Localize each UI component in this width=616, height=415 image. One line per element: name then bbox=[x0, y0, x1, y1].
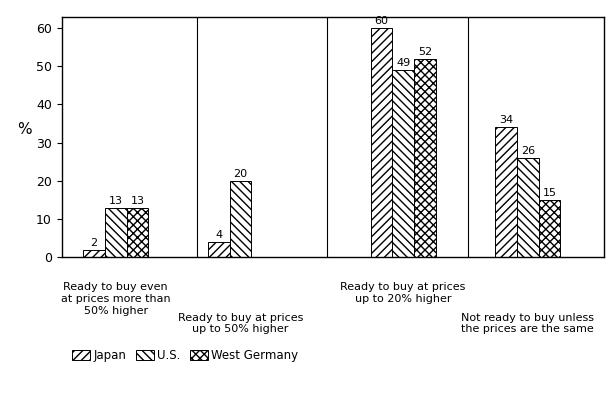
Bar bbox=[127, 208, 148, 257]
Bar bbox=[105, 208, 127, 257]
Text: Not ready to buy unless
the prices are the same: Not ready to buy unless the prices are t… bbox=[461, 313, 594, 334]
Legend: Japan, U.S., West Germany: Japan, U.S., West Germany bbox=[68, 344, 303, 367]
Text: 20: 20 bbox=[233, 169, 248, 179]
Bar bbox=[230, 181, 251, 257]
Text: Ready to buy even
at prices more than
50% higher: Ready to buy even at prices more than 50… bbox=[61, 282, 171, 315]
Bar bbox=[208, 242, 230, 257]
Bar bbox=[392, 70, 414, 257]
Bar bbox=[495, 127, 517, 257]
Y-axis label: %: % bbox=[17, 122, 32, 137]
Text: 26: 26 bbox=[521, 146, 535, 156]
Bar bbox=[517, 158, 538, 257]
Text: 4: 4 bbox=[215, 230, 222, 240]
Bar bbox=[371, 28, 392, 257]
Bar bbox=[83, 250, 105, 257]
Text: 34: 34 bbox=[499, 115, 513, 125]
Text: Ready to buy at prices
up to 20% higher: Ready to buy at prices up to 20% higher bbox=[341, 282, 466, 304]
Text: 13: 13 bbox=[131, 196, 145, 206]
Text: 2: 2 bbox=[91, 238, 98, 248]
Text: 60: 60 bbox=[375, 16, 389, 26]
Text: 52: 52 bbox=[418, 47, 432, 57]
Text: 13: 13 bbox=[109, 196, 123, 206]
Bar bbox=[538, 200, 561, 257]
Text: 15: 15 bbox=[543, 188, 556, 198]
Text: 49: 49 bbox=[396, 58, 410, 68]
Text: Ready to buy at prices
up to 50% higher: Ready to buy at prices up to 50% higher bbox=[178, 313, 303, 334]
Bar bbox=[414, 59, 436, 257]
